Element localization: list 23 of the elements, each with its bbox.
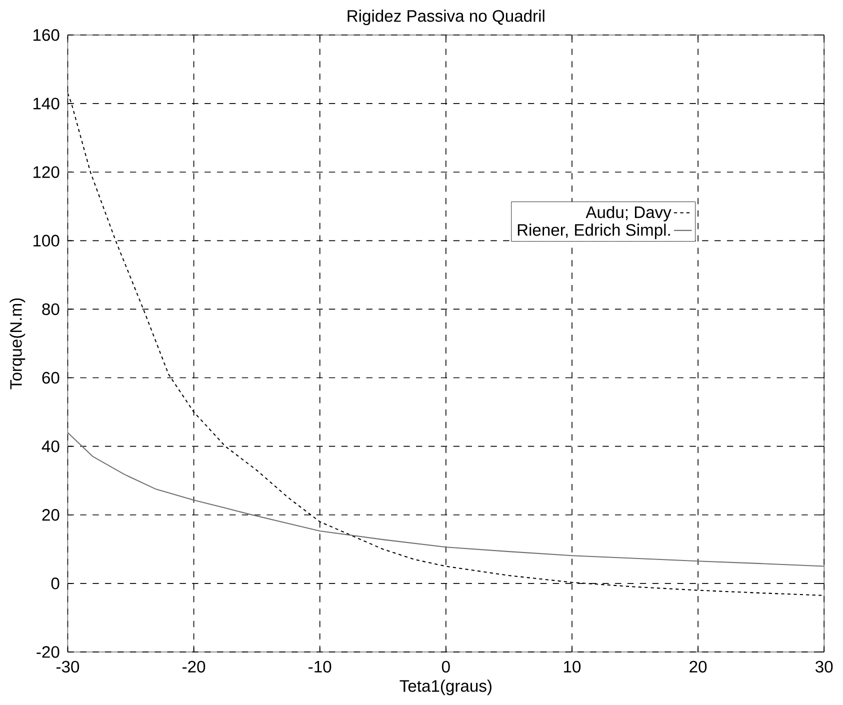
x-tick-label: 20 xyxy=(690,660,707,673)
x-tick-label: -10 xyxy=(308,660,332,673)
y-tick-label: 80 xyxy=(42,303,60,316)
y-tick-label: 40 xyxy=(42,440,60,452)
y-tick-label: 60 xyxy=(42,372,60,384)
y-tick-label: 20 xyxy=(42,509,60,521)
x-axis-title: Teta1(graus) xyxy=(400,680,492,696)
y-tick-label: 120 xyxy=(34,166,60,178)
chart-title: Rigidez Passiva no Quadril xyxy=(348,10,544,26)
x-tick-label: 30 xyxy=(816,660,833,673)
legend-label: Riener, Edrich Simpl. xyxy=(518,224,670,240)
x-tick-label: 0 xyxy=(442,660,450,673)
y-tick-label: -20 xyxy=(36,646,60,658)
y-tick-label: 0 xyxy=(51,578,60,590)
x-tick-label: 10 xyxy=(564,660,581,673)
legend-label: Audu; Davy xyxy=(586,206,672,222)
y-axis-title: Torque(N.m) xyxy=(10,298,26,390)
y-tick-label: 140 xyxy=(34,98,60,110)
x-tick-label: -20 xyxy=(182,660,206,673)
x-tick-label: -30 xyxy=(56,660,80,673)
line-series xyxy=(68,432,824,567)
y-tick-label: 160 xyxy=(34,29,60,41)
y-tick-label: 100 xyxy=(34,234,60,247)
